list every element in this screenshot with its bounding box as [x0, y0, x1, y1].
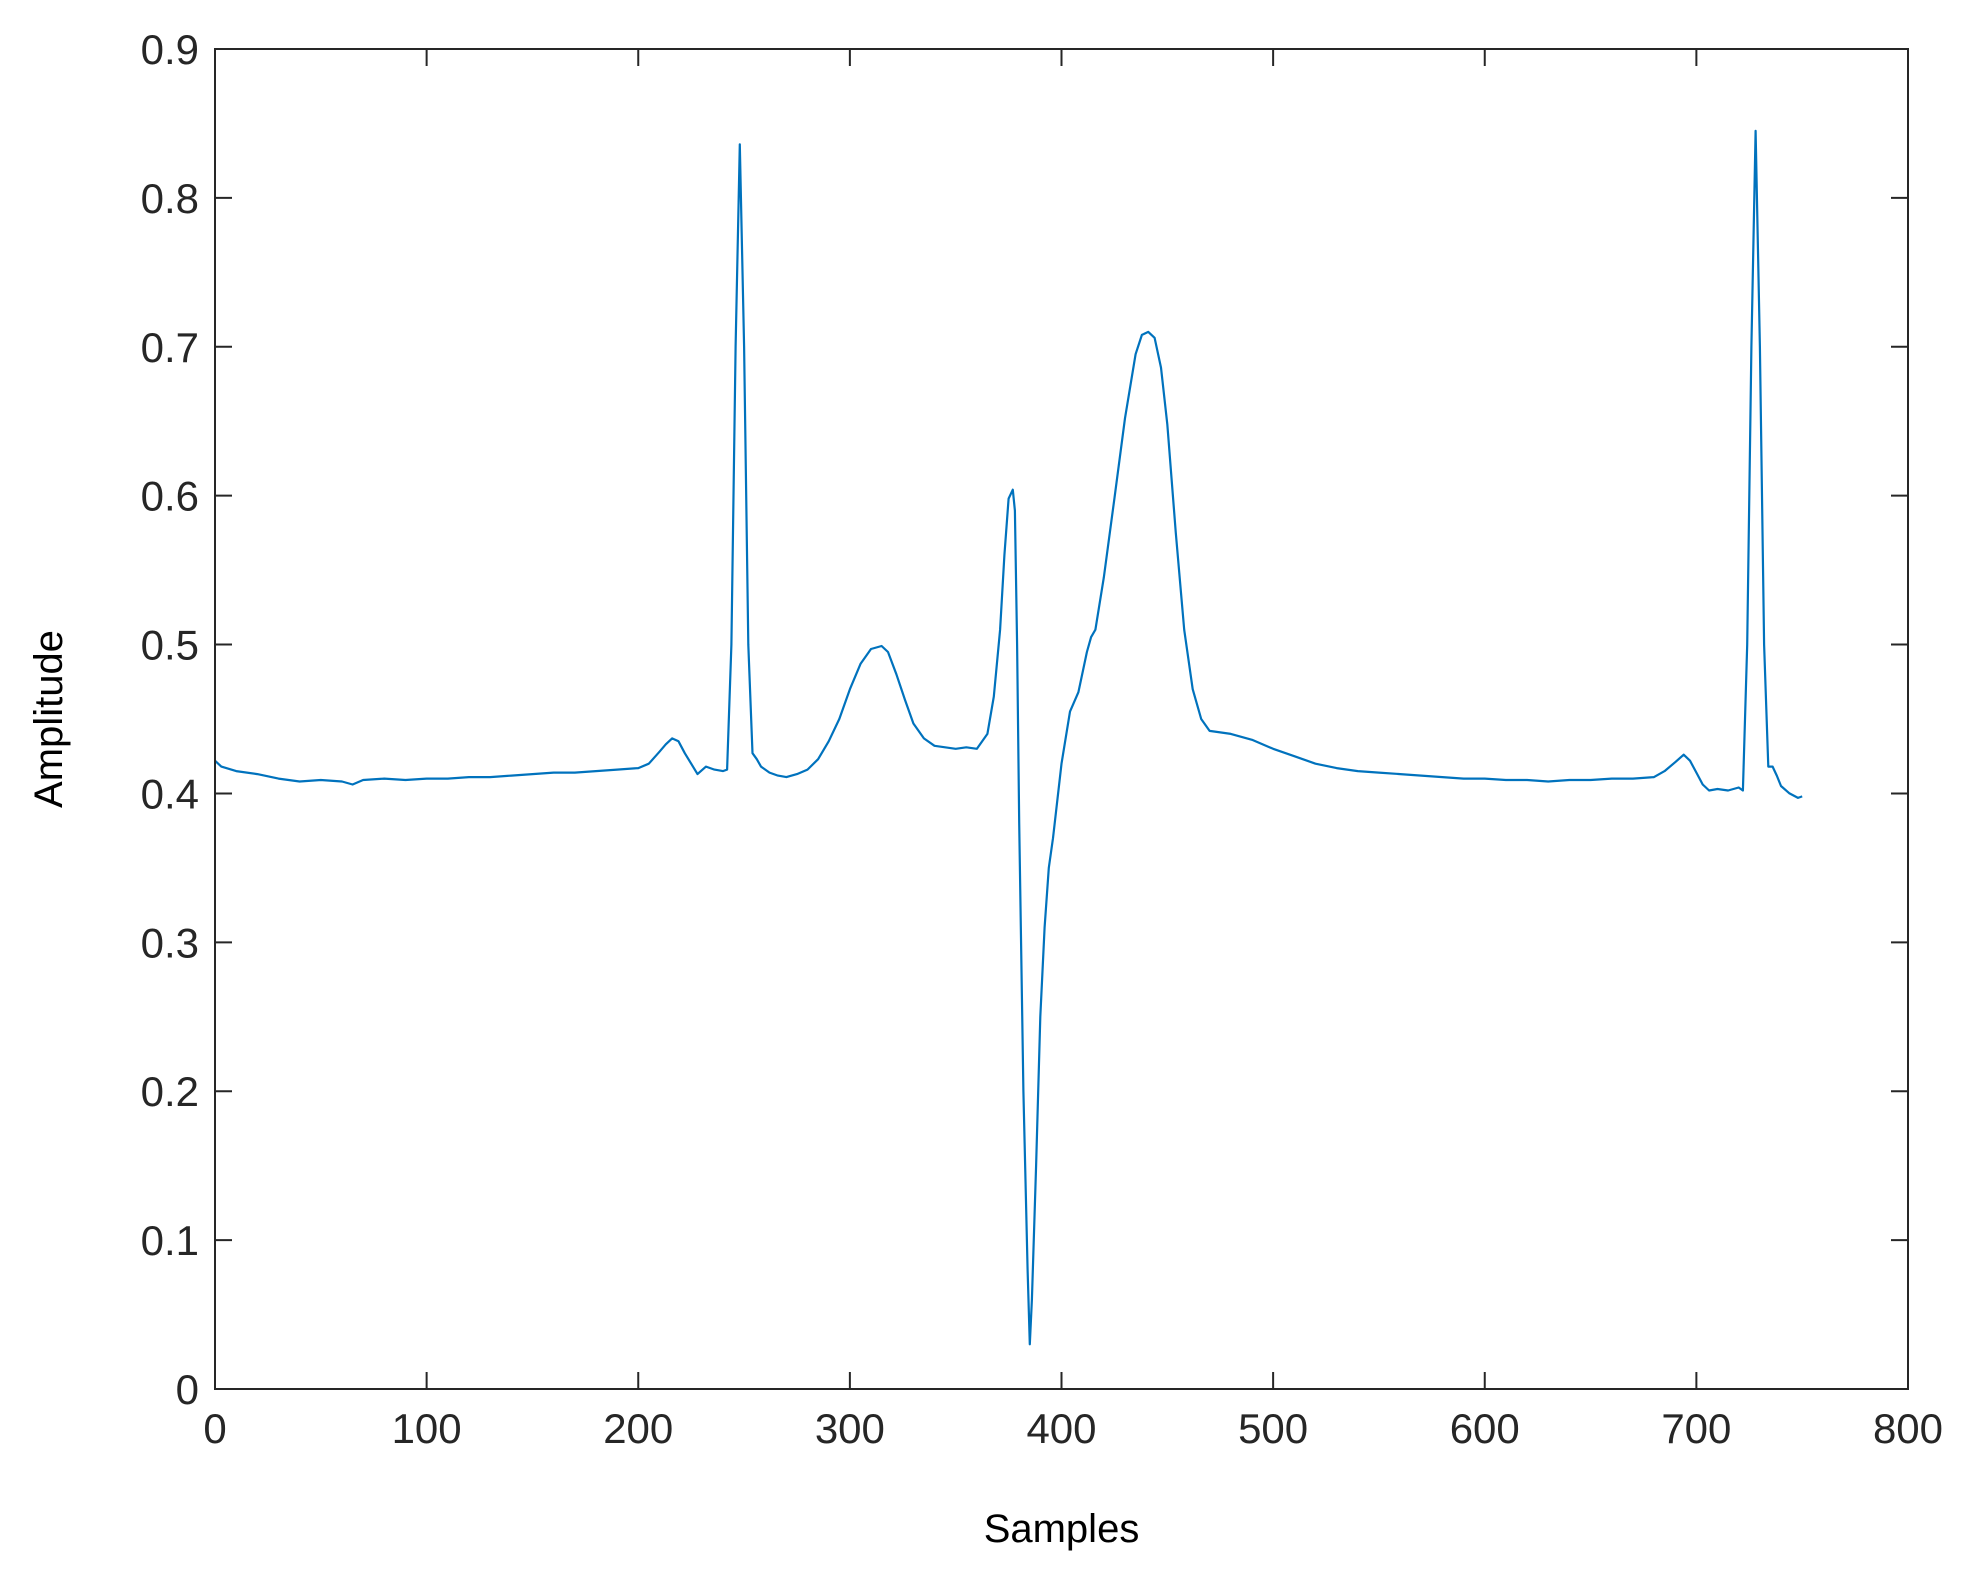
y-tick-label: 0.8	[141, 175, 199, 222]
y-tick-label: 0.2	[141, 1068, 199, 1115]
x-tick-label: 400	[1026, 1405, 1096, 1452]
series-line	[214, 129, 1803, 1346]
y-tick-label: 0.1	[141, 1217, 199, 1264]
y-tick-label: 0.9	[141, 26, 199, 73]
x-tick-label: 100	[392, 1405, 462, 1452]
y-tick-label: 0.4	[141, 770, 199, 817]
y-tick-label: 0	[176, 1366, 199, 1413]
y-tick-label: 0.3	[141, 919, 199, 966]
y-axis-label: Amplitude	[27, 630, 71, 808]
x-tick-label: 700	[1661, 1405, 1731, 1452]
y-tick-label: 0.6	[141, 473, 199, 520]
y-tick-label: 0.7	[141, 324, 199, 371]
x-tick-label: 500	[1238, 1405, 1308, 1452]
y-tick-label: 0.5	[141, 622, 199, 669]
x-axis-label: Samples	[984, 1507, 1140, 1551]
x-tick-label: 0	[203, 1405, 226, 1452]
x-tick-label: 800	[1873, 1405, 1943, 1452]
x-tick-label: 200	[603, 1405, 673, 1452]
x-tick-label: 300	[815, 1405, 885, 1452]
plot-area-frame	[214, 48, 1909, 1390]
x-tick-label: 600	[1450, 1405, 1520, 1452]
